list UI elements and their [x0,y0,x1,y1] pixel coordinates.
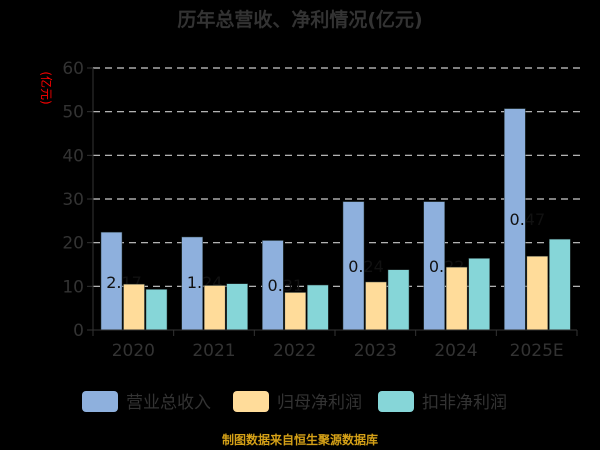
y-tick-label: 60 [62,59,84,79]
bar-deducted-net-profit [307,284,329,331]
bar-deducted-net-profit [145,289,168,331]
bar-net-profit [365,281,387,331]
y-tick-label: 30 [62,190,84,210]
y-tick-label: 20 [62,234,84,254]
y-tick-label: 0 [73,321,84,341]
footer-source: 制图数据来自恒生聚源数据库 [222,432,378,447]
y-tick-label: 50 [62,103,84,123]
bar-net-profit [123,283,145,331]
bar-net-profit [203,285,226,331]
x-tick-label: 2024 [434,341,477,361]
legend-swatch [378,391,414,412]
x-tick-label: 2022 [273,341,316,361]
bar-net-profit [284,292,307,331]
data-label: 0.31 [268,276,304,295]
x-tick-label: 2020 [112,341,155,361]
bar-deducted-net-profit [468,258,490,331]
y-tick-label: 40 [62,146,84,166]
legend-label: 营业总收入 [126,393,211,413]
bar-net-profit [526,255,549,331]
bar-deducted-net-profit [387,269,410,331]
legend-label: 扣非净利润 [422,393,507,413]
x-tick-label: 2021 [192,341,235,361]
legend-swatch [233,391,269,412]
y-axis-label: (亿元) [39,71,54,104]
bar-deducted-net-profit [226,283,248,331]
chart-title: 历年总营收、净利情况(亿元) [177,8,422,31]
x-tick-label: 2025E [510,341,564,361]
legend-swatch [82,391,118,412]
data-label: 0.47 [510,210,546,229]
x-tick-label: 2023 [354,341,397,361]
data-label: 0.24 [348,257,384,276]
bar-deducted-net-profit [549,238,571,331]
legend-label: 归母净利润 [277,393,362,413]
bar-net-profit [445,266,468,331]
y-tick-label: 10 [62,277,84,297]
